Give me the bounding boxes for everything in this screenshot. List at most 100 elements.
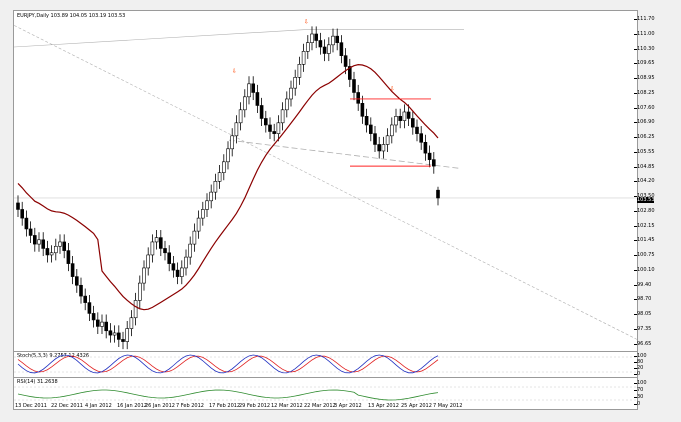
price-chart-svg[interactable]: ⇩ ⇩ ⇩ [14, 11, 637, 351]
rsi-label: RSI(14) 31.2638 [17, 379, 58, 385]
stoch-tick-label: 20 [633, 365, 644, 371]
candle-body [133, 300, 138, 319]
candle-body [222, 161, 226, 173]
price-tick-label: 107.60 [634, 104, 655, 111]
candle-body [314, 33, 319, 41]
rsi-panel[interactable]: RSI(14) 31.2638 [14, 378, 637, 409]
candle-body [331, 35, 335, 46]
fractal-arrow-icon: ⇩ [304, 18, 309, 25]
moving-average-line [17, 64, 439, 311]
time-tick-label: 16 Jan 2012 [117, 403, 147, 409]
price-tick-label: 102.80 [634, 207, 655, 214]
candle-body [339, 42, 344, 56]
price-panel[interactable]: EURJPY,Daily 103.89 104.05 103.19 103.53… [14, 11, 637, 352]
rsi-tick-label: 0 [633, 401, 641, 407]
time-tick-label: 29 Feb 2012 [239, 403, 271, 409]
candle-body [49, 252, 54, 256]
candle-body [368, 124, 373, 134]
candle-body [83, 295, 87, 303]
candle-body [381, 144, 386, 152]
rsi-tick-label: 30 [633, 394, 644, 400]
candle-body [301, 51, 306, 65]
neckline [228, 139, 460, 169]
stochastic-panel[interactable]: Stoch(5,3,3) 9.2757 12.4326 [14, 352, 637, 378]
candle-body [243, 96, 247, 111]
price-tick-label: 109.65 [634, 60, 655, 67]
candle-body [117, 332, 121, 340]
time-axis: 13 Dec 2011 22 Dec 2011 4 Jan 2012 16 Jan 2… [13, 400, 636, 414]
time-tick-label: 12 Mar 2012 [271, 403, 303, 409]
price-tick-label: 106.25 [634, 134, 655, 140]
stoch-tick-label: 100 [634, 353, 647, 359]
candle-body [419, 133, 424, 143]
candle-body [125, 328, 129, 342]
candle-body [41, 239, 46, 249]
time-tick-label: 13 Apr 2012 [368, 403, 399, 409]
candle-body [217, 172, 222, 182]
time-tick-label: 22 Mar 2012 [304, 403, 336, 409]
candle-body [264, 118, 268, 126]
candle-body [373, 133, 377, 145]
stoch-signal-line [17, 355, 439, 373]
candle-body [28, 228, 33, 236]
candle-body [146, 254, 150, 269]
trend-line [14, 29, 305, 48]
candle-body [389, 124, 394, 137]
price-tick-label: 101.45 [634, 237, 655, 244]
price-tick-label: 110.30 [634, 45, 655, 52]
candle-body [91, 313, 96, 321]
rsi-svg [14, 386, 637, 401]
candle-body [142, 267, 146, 284]
time-tick-label: 25 Apr 2012 [401, 403, 432, 409]
candle-body [205, 200, 209, 210]
trend-line [14, 25, 637, 340]
candle-body [247, 83, 251, 98]
candle-body [415, 126, 419, 134]
candle-body [251, 83, 255, 93]
price-tick-label: 105.55 [634, 148, 655, 155]
candle-body [32, 235, 37, 245]
price-tick-label: 99.40 [633, 281, 652, 288]
candle-body [150, 241, 155, 256]
candle-body [356, 92, 361, 104]
stochastic-svg [14, 354, 637, 374]
candle-body [58, 241, 62, 247]
candle-body [121, 339, 125, 342]
stoch-label: Stoch(5,3,3) 9.2757 12.4326 [17, 353, 90, 359]
candle-body [360, 103, 365, 117]
price-tick-label: 108.25 [634, 89, 655, 96]
candle-body [209, 191, 213, 202]
candle-body [305, 42, 310, 52]
candle-body [326, 44, 331, 54]
candle-body [431, 159, 436, 167]
candle-body [364, 116, 369, 126]
candle-body [238, 109, 243, 124]
candle-body [347, 66, 352, 80]
candle-body [192, 230, 197, 245]
candle-body [129, 317, 134, 329]
candle-body [352, 79, 356, 93]
candle-body [188, 243, 192, 258]
candle-body [410, 118, 415, 128]
candle-body [280, 109, 285, 124]
candle-body [293, 77, 298, 89]
candle-body [377, 144, 382, 152]
stoch-tick-label: 80 [633, 359, 644, 365]
time-tick-label: 17 Feb 2012 [209, 403, 241, 409]
price-tick-label: 103.50 [634, 193, 655, 199]
candle-body [226, 148, 230, 163]
price-tick-label: 106.90 [634, 119, 655, 126]
stoch-tick-label: 0 [633, 371, 641, 377]
chart-window[interactable]: EURJPY,Daily 103.89 104.05 103.19 103.53… [13, 10, 638, 410]
price-tick-label: 104.20 [634, 178, 655, 185]
candle-body [138, 282, 142, 301]
candle-body [385, 135, 390, 145]
price-tick-label: 100.75 [634, 252, 655, 258]
time-tick-label: 7 Feb 2012 [176, 403, 204, 409]
candle-body [53, 245, 58, 254]
candle-body [159, 237, 163, 249]
candle-body [24, 217, 29, 230]
candle-body [255, 92, 260, 106]
candle-body [213, 180, 218, 193]
price-axis: 111.70 111.00 110.30 109.65 108.95 108.25 107.… [633, 10, 681, 408]
